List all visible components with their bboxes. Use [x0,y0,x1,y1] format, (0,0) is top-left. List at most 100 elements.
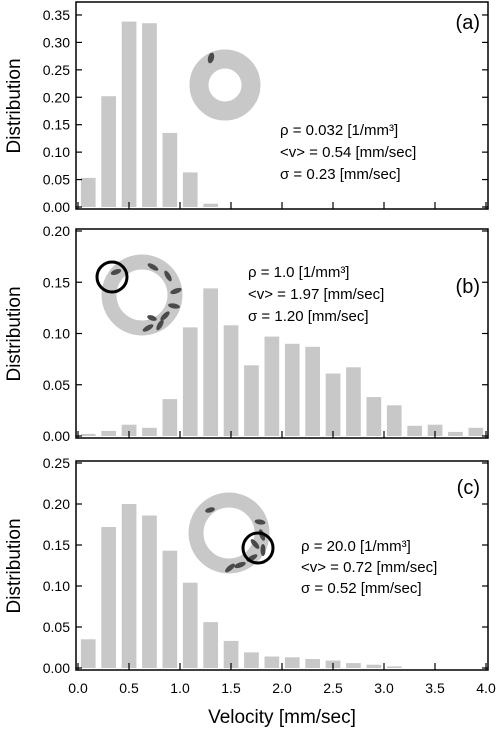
particle-icon [168,303,180,309]
y-tick-label-b-0: 0.00 [43,428,70,444]
particle-icon [160,311,170,321]
particle-icon [205,507,215,513]
particle-icon [110,268,122,276]
particle-icon [170,287,182,295]
particle-icon [164,270,172,282]
particle-icon [207,52,215,64]
panel-b-inset-ring [95,254,183,336]
bar-b-12 [325,373,341,436]
bar-c-0 [80,639,96,668]
bar-c-11 [305,659,320,668]
bar-b-3 [142,427,157,436]
bar-c-9 [264,656,280,668]
bar-b-4 [162,399,178,436]
x-tick-label-0: 0.0 [68,680,88,696]
panel-c-mean-velocity: <v> = 0.72 [mm/sec] [301,559,437,576]
panel-a-density: ρ = 0.032 [1/mm³] [280,122,398,139]
bar-c-4 [162,550,178,668]
bar-c-6 [203,622,218,668]
bar-a-2 [121,21,137,207]
bar-b-6 [203,288,218,436]
bar-b-19 [468,427,484,436]
panel-a-mean-velocity: <v> = 0.54 [mm/sec] [280,144,416,161]
particle-icon [260,544,266,556]
bar-c-14 [366,664,382,668]
y-tick-label-a-1: 0.05 [43,172,70,188]
y-tick-label-b-3: 0.15 [43,274,70,290]
y-tick-label-c-0: 0.00 [43,660,70,676]
bar-c-3 [142,515,157,668]
bar-c-10 [284,657,300,668]
bar-a-6 [203,203,218,207]
panel-b-mean-velocity: <v> = 1.97 [mm/sec] [248,286,384,303]
y-tick-label-a-7: 0.35 [43,7,70,23]
bar-b-0 [80,433,96,436]
y-tick-label-c-5: 0.25 [43,455,70,471]
y-tick-label-c-2: 0.10 [43,578,70,594]
bar-b-14 [366,397,382,436]
bar-a-1 [101,96,116,207]
bar-b-1 [101,430,116,436]
x-tick-label-6: 3.0 [374,680,394,696]
ticks-layer: 0.00 0.05 0.10 0.15 0.20 0.25 0.30 0.35 0.00 0.05… [43,7,496,696]
bar-b-11 [305,346,320,436]
x-axis-label: Velocity [mm/sec] [208,707,356,728]
panel-c-sigma: σ = 0.52 [mm/sec] [301,580,422,597]
panel-c-letter: (c) [457,477,480,499]
bar-b-10 [284,343,300,437]
bar-c-7 [223,640,239,668]
bar-a-3 [142,23,157,208]
panel-a-ylabel: Distribution [4,58,25,153]
bar-c-5 [182,582,198,668]
x-tick-label-5: 2.5 [323,680,343,696]
panel-c-density: ρ = 20.0 [1/mm³] [301,538,411,555]
particle-icon [147,263,159,271]
x-tick-label-2: 1.0 [170,680,190,696]
y-tick-label-a-3: 0.15 [43,117,70,133]
highlight-circle [241,531,275,565]
bar-c-2 [121,504,137,668]
y-tick-label-a-0: 0.00 [43,199,70,215]
x-tick-label-4: 2.0 [272,680,292,696]
bar-b-8 [244,365,259,436]
panel-b-letter: (b) [456,276,480,298]
y-tick-label-c-4: 0.20 [43,496,70,512]
bar-a-5 [182,172,198,207]
particle-icon [142,324,154,332]
panel-c-inset-ring [188,492,275,574]
y-tick-label-c-1: 0.05 [43,619,70,635]
panel-a-sigma: σ = 0.23 [mm/sec] [280,166,401,183]
y-tick-label-a-6: 0.30 [43,34,70,50]
bar-b-15 [386,405,402,437]
y-tick-label-b-4: 0.20 [43,223,70,239]
bar-b-13 [346,367,361,436]
y-tick-label-a-2: 0.10 [43,144,70,160]
panel-b-sigma: σ = 1.20 [mm/sec] [248,308,369,325]
bar-b-17 [427,424,443,436]
y-tick-label-a-5: 0.25 [43,62,70,78]
panel-b-density: ρ = 1.0 [1/mm³] [248,264,349,281]
bar-c-1 [101,527,116,668]
particle-icon [147,315,157,321]
particle-icon [250,539,260,549]
panel-c-ylabel: Distribution [4,518,25,613]
bar-a-0 [80,177,96,207]
bar-b-16 [407,425,422,437]
particle-icon [156,319,164,331]
panel-c-bars [80,504,402,668]
x-tick-label-3: 1.5 [221,680,241,696]
y-tick-label-c-3: 0.15 [43,537,70,553]
bar-b-5 [182,327,198,436]
bar-c-15 [386,666,402,668]
y-tick-label-b-1: 0.05 [43,377,70,393]
panel-a-bars [80,21,218,208]
panel-b-ylabel: Distribution [4,286,25,381]
bar-a-4 [162,132,178,207]
particle-icon [225,563,235,573]
highlight-circle [95,260,129,294]
bar-b-9 [264,336,280,436]
x-tick-label-1: 0.5 [119,680,139,696]
bar-c-13 [346,663,361,668]
bar-b-7 [223,325,239,436]
